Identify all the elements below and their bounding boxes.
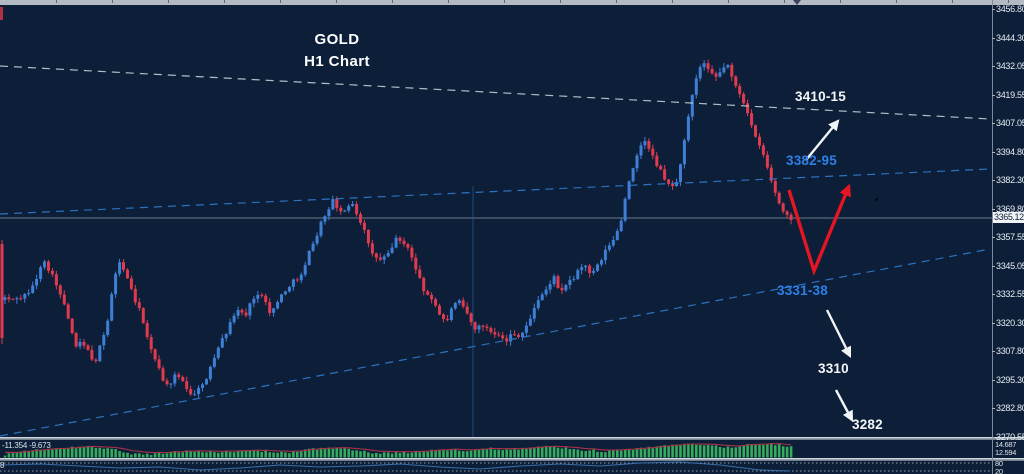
macd-histogram xyxy=(3,443,793,458)
price-axis-tick xyxy=(992,237,995,238)
panel-separator-shadow xyxy=(0,438,1024,440)
price-axis-label: 3419.55 xyxy=(996,89,1024,100)
scrollbar-tick xyxy=(392,0,393,3)
scrollbar-tick xyxy=(504,0,505,3)
scrollbar-tick xyxy=(336,0,337,3)
scrollbar-tick xyxy=(112,0,113,3)
scrollbar-tick xyxy=(168,0,169,3)
price-axis-tick xyxy=(992,408,995,409)
price-axis-tick xyxy=(992,351,995,352)
price-axis-tick xyxy=(992,94,995,96)
chart-title: GOLD H1 Chart xyxy=(262,29,412,73)
chart-title-symbol: GOLD xyxy=(314,31,360,48)
resistance-zone-label: 3410-15 xyxy=(795,89,846,104)
price-axis-label: 3345.05 xyxy=(996,260,1024,271)
price-axis-label: 3394.80 xyxy=(996,146,1024,157)
trendline-descending-resistance[interactable] xyxy=(0,65,991,120)
trendline-rising-lower-support[interactable] xyxy=(0,248,991,437)
scrollbar-position-marker[interactable] xyxy=(793,0,801,5)
dot-marker xyxy=(875,198,878,201)
scrollbar-tick xyxy=(728,0,729,3)
price-axis-label: 3382.30 xyxy=(996,175,1024,185)
target-1-label: 3310 xyxy=(818,361,849,376)
scrollbar-tick xyxy=(560,0,561,3)
white-arrow-1 xyxy=(805,119,840,161)
indicator-axis-label: 80 xyxy=(995,459,1003,468)
price-axis-label: 3407.05 xyxy=(996,118,1024,128)
scrollbar-tick xyxy=(280,0,281,3)
scrollbar-tick xyxy=(840,0,841,3)
white-arrow-3 xyxy=(834,389,854,422)
chart-top-scrollbar[interactable] xyxy=(0,0,1024,5)
macd-signal-line xyxy=(5,443,792,454)
scrollbar-tick xyxy=(952,0,953,3)
panel-separator-1[interactable] xyxy=(0,437,1024,439)
price-axis-tick xyxy=(992,180,995,181)
white-arrow-2 xyxy=(825,309,852,358)
price-axis-tick xyxy=(992,294,995,295)
price-axis-label: 3444.30 xyxy=(996,32,1024,43)
panel-separator-2[interactable] xyxy=(0,458,1024,460)
chart-title-timeframe: H1 Chart xyxy=(304,53,370,70)
stochastic-line xyxy=(0,461,791,472)
price-axis-label: 3432.05 xyxy=(996,61,1024,71)
price-axis-tick xyxy=(992,123,995,124)
red-v-projection-arrow xyxy=(787,183,851,277)
scrollbar-tick xyxy=(448,0,449,3)
indicator-axis-label: 20 xyxy=(995,466,1003,474)
price-axis-label: 3369.80 xyxy=(996,203,1024,214)
price-axis-tick xyxy=(992,322,995,324)
candles xyxy=(0,59,793,398)
leftmost-candle-fragment xyxy=(0,7,3,20)
indicator-axis-label: 14.687 xyxy=(995,440,1017,449)
price-axis-label: 3270.55 xyxy=(996,431,1024,442)
mid-zone-label: 3382-95 xyxy=(786,153,837,168)
price-axis-tick xyxy=(992,265,995,267)
scrollbar-tick xyxy=(672,0,673,3)
price-axis-tick xyxy=(992,66,995,67)
scrollbar-tick xyxy=(784,0,785,3)
scrollbar-tick xyxy=(896,0,897,3)
price-axis-label: 3282.80 xyxy=(996,403,1024,413)
price-axis-tick xyxy=(992,9,995,10)
scrollbar-tick xyxy=(224,0,225,3)
macd-values-label: -11.354 -9.673 xyxy=(2,441,51,450)
price-axis-tick xyxy=(992,151,995,153)
price-axis-tick xyxy=(992,379,995,381)
price-axis-label: 3295.30 xyxy=(996,374,1024,385)
scrollbar-tick xyxy=(56,0,57,3)
price-axis-label: 3456.80 xyxy=(996,4,1024,14)
stochastic-period-label: 8 xyxy=(0,461,5,470)
price-axis-tick xyxy=(992,208,995,210)
trendline-rising-mid-line[interactable] xyxy=(0,168,991,215)
target-2-label: 3282 xyxy=(852,417,883,432)
price-axis-label: 3332.55 xyxy=(996,289,1024,299)
price-axis-label: 3357.55 xyxy=(996,232,1024,242)
support-zone-label: 3331-38 xyxy=(777,283,828,298)
current-price-badge: 3365.12 xyxy=(993,212,1024,223)
indicator-axis-label: 12.594 xyxy=(995,448,1017,457)
price-axis-label: 3320.30 xyxy=(996,317,1024,328)
panel-separator-shadow xyxy=(0,459,1024,461)
price-axis-tick xyxy=(992,37,995,39)
scrollbar-tick xyxy=(1008,0,1009,3)
price-axis-label: 3307.80 xyxy=(996,346,1024,356)
scrollbar-tick xyxy=(616,0,617,3)
price-axis-tick xyxy=(992,436,995,438)
